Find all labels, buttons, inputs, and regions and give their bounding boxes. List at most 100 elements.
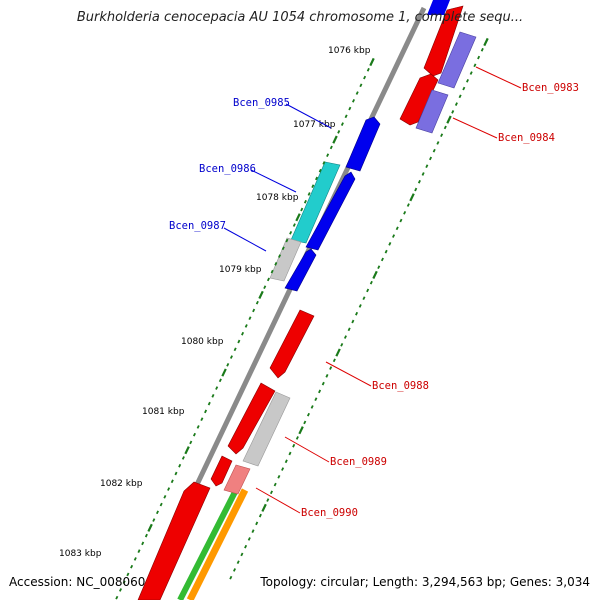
- gene-bcen-0990-arrow[interactable]: [210, 455, 233, 487]
- outer-ruler-tick: [273, 482, 277, 487]
- inner-ruler-tick: [130, 564, 134, 569]
- outer-ruler-tick: [355, 311, 359, 316]
- outer-ruler-tick: [236, 560, 240, 565]
- inner-ruler-tick: [363, 75, 367, 80]
- outer-ruler-tick: [292, 443, 296, 448]
- gene-label-bcen-0984[interactable]: Bcen_0984: [498, 132, 555, 144]
- inner-ruler-tick: [221, 368, 227, 377]
- inner-ruler-tick: [133, 557, 137, 561]
- axis-labels: 1076 kbp 1077 kbp 1078 kbp 1079 kbp 1080…: [59, 46, 371, 559]
- outer-ruler-tick: [403, 210, 407, 215]
- gene-label-leaders: [223, 66, 522, 514]
- outer-ruler-tick: [310, 405, 314, 409]
- accession-label: Accession: NC_008060: [9, 575, 146, 589]
- axis-label-1081: 1081 kbp: [142, 407, 185, 417]
- inner-ruler-tick: [126, 572, 130, 577]
- gene-label-bcen-0987[interactable]: Bcen_0987: [169, 220, 226, 232]
- outer-ruler-tick: [347, 327, 351, 332]
- outer-ruler-tick: [417, 179, 421, 184]
- gene-label-bcen-0983[interactable]: Bcen_0983: [522, 82, 579, 94]
- outer-ruler-tick: [332, 358, 336, 363]
- gene-top-blue-arrow[interactable]: [427, 0, 450, 15]
- outer-ruler-tick: [477, 55, 481, 60]
- inner-ruler-tick: [337, 130, 341, 134]
- gene-bcen-0989-arrow[interactable]: [227, 382, 276, 455]
- inner-ruler-tick: [226, 362, 230, 367]
- outer-ruler-tick: [314, 397, 318, 401]
- inner-ruler-tick: [307, 192, 311, 196]
- outer-ruler-tick: [392, 234, 396, 238]
- outer-ruler-tick: [261, 503, 267, 512]
- inner-ruler-tick: [270, 269, 274, 274]
- gene-bcen-0986-arrow[interactable]: [305, 171, 356, 251]
- cds-purple-block-upper: [437, 31, 477, 89]
- cds-gray-block-lower: [242, 391, 291, 467]
- outer-ruler-tick: [351, 319, 355, 324]
- outer-ruler-tick: [266, 498, 270, 502]
- outer-ruler-tick: [380, 257, 384, 262]
- inner-ruler-tick: [311, 184, 315, 189]
- cds-purple-block-lower: [415, 89, 449, 134]
- gene-red-bottom-arrow[interactable]: [137, 481, 211, 600]
- outer-ruler-tick: [281, 467, 285, 471]
- inner-ruler-tick: [174, 471, 178, 476]
- axis-label-1080: 1080 kbp: [181, 337, 224, 347]
- inner-ruler-tick: [159, 502, 163, 507]
- inner-ruler-tick: [215, 386, 219, 390]
- outer-ruler-tick: [421, 172, 425, 176]
- inner-ruler-tick: [218, 378, 222, 383]
- outer-ruler-tick: [318, 389, 322, 394]
- gene-label-bcen-0990[interactable]: Bcen_0990: [301, 507, 358, 519]
- inner-ruler-tick: [369, 57, 375, 67]
- outer-ruler-tick: [369, 280, 373, 285]
- inner-ruler-tick: [122, 580, 126, 585]
- outer-ruler-tick: [251, 529, 255, 533]
- topology-label: Topology: circular; Length: 3,294,563 bp…: [260, 575, 590, 589]
- inner-ruler-tick: [332, 135, 338, 144]
- inner-ruler-tick: [189, 440, 193, 445]
- axis-label-1076: 1076 kbp: [328, 46, 371, 56]
- inner-ruler-tick: [366, 67, 370, 72]
- gene-bcen-0985-arrow[interactable]: [345, 116, 381, 172]
- inner-ruler-tick: [258, 290, 264, 300]
- outer-ruler-tick: [258, 513, 262, 518]
- inner-ruler-tick: [300, 207, 304, 212]
- axis-label-1077: 1077 kbp: [293, 120, 336, 130]
- outer-ruler-tick: [469, 71, 473, 75]
- outer-ruler-tick: [429, 156, 433, 161]
- axis-label-1079: 1079 kbp: [219, 265, 262, 275]
- gene-bcen-0988-arrow[interactable]: [269, 309, 315, 379]
- inner-ruler-tick: [119, 588, 123, 592]
- outer-ruler-tick: [483, 37, 489, 47]
- gene-label-bcen-0988[interactable]: Bcen_0988: [372, 380, 429, 392]
- track-orange: [186, 488, 249, 600]
- gene-label-bcen-0986[interactable]: Bcen_0986: [199, 163, 256, 175]
- gene-label-bcen-0985[interactable]: Bcen_0985: [233, 97, 290, 109]
- tick-marks: [115, 37, 489, 600]
- outer-ruler-tick: [325, 374, 329, 378]
- outer-ruler-tick: [384, 249, 388, 254]
- gene-label-bcen-0989[interactable]: Bcen_0989: [330, 456, 387, 468]
- inner-ruler-tick: [200, 417, 204, 421]
- outer-ruler-tick: [244, 544, 248, 549]
- inner-ruler-tick: [340, 122, 344, 126]
- outer-ruler-tick: [277, 474, 281, 479]
- outer-ruler-tick: [395, 226, 399, 231]
- outer-ruler-tick: [284, 459, 288, 464]
- inner-ruler-tick: [167, 487, 171, 491]
- inner-ruler-tick: [237, 339, 241, 344]
- outer-ruler-tick: [458, 94, 462, 99]
- outer-ruler-tick: [255, 521, 259, 526]
- inner-ruler-tick: [289, 230, 293, 235]
- inner-ruler-tick: [255, 300, 259, 305]
- inner-ruler-tick: [181, 456, 185, 460]
- outer-ruler-tick: [377, 265, 381, 269]
- gene-bcen-0987-arrow[interactable]: [284, 248, 317, 292]
- outer-ruler-tick: [388, 242, 392, 246]
- inner-ruler-tick: [229, 355, 233, 359]
- gene-bcen-0984-arrow[interactable]: [399, 73, 439, 126]
- outer-ruler-tick: [247, 537, 251, 541]
- outer-ruler-tick: [298, 426, 304, 435]
- outer-ruler-tick: [321, 381, 325, 386]
